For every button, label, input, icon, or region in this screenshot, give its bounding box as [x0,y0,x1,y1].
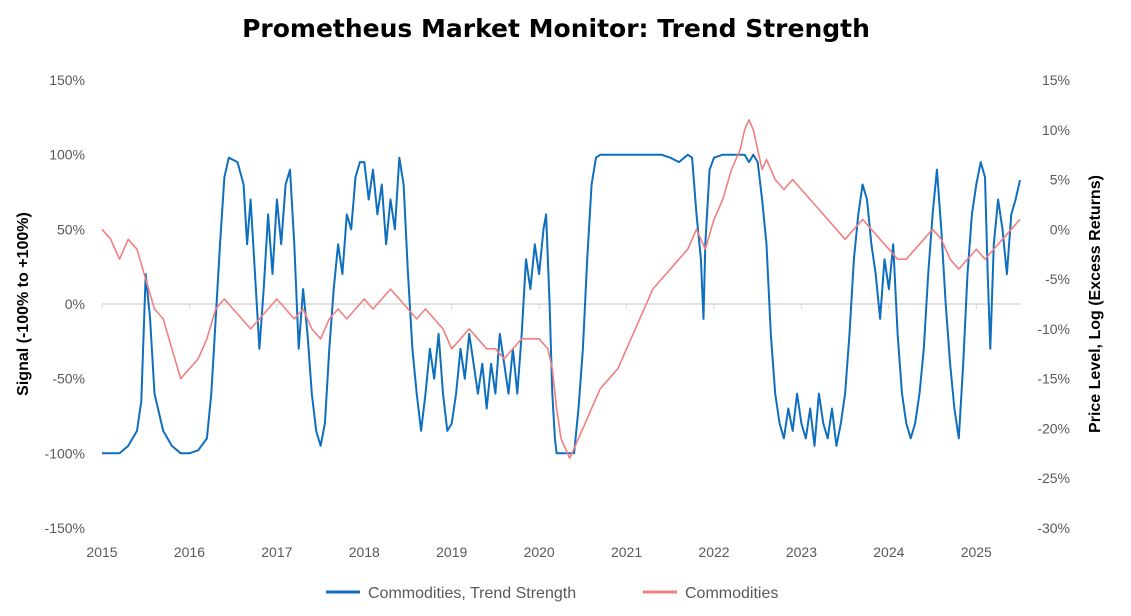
right-axis-title: Price Level, Log (Excess Returns) [1087,175,1104,433]
series-line-commodities [101,119,1021,460]
series-group [101,119,1021,460]
left-tick-label: -50% [52,371,85,387]
x-axis-ticks: 2015 2016 2017 2018 2019 2020 2021 2022 2023 2024… [86,544,992,560]
x-tick-label: 2018 [349,544,380,560]
chart-title: Prometheus Market Monitor: Trend Strengt… [242,14,870,43]
left-tick-label: 150% [49,72,85,88]
legend-label-trend-strength: Commodities, Trend Strength [368,585,576,602]
left-tick-label: 100% [49,147,85,163]
series-line-trend-strength [102,153,1021,455]
x-tick-label: 2024 [873,544,904,560]
x-tick-label: 2015 [86,544,117,560]
right-tick-label: 0% [1050,221,1070,237]
x-tick-label: 2017 [261,544,292,560]
left-tick-label: 50% [57,221,85,237]
right-axis-ticks: -30% -25% -20% -15% -10% -5% 0% 5% 10% 15% [1037,72,1070,536]
right-tick-label: -15% [1037,371,1070,387]
right-tick-label: 10% [1042,122,1070,138]
left-tick-label: -150% [45,520,85,536]
x-tick-label: 2020 [524,544,555,560]
left-tick-label: 0% [65,296,85,312]
right-tick-label: -30% [1037,520,1070,536]
legend-label-commodities: Commodities [685,585,778,602]
zero-line-group [101,303,1020,309]
left-axis-ticks: -150% -100% -50% 0% 50% 100% 150% [45,72,85,536]
x-tick-label: 2025 [961,544,992,560]
left-tick-label: -100% [45,445,85,461]
right-tick-label: 5% [1050,172,1070,188]
left-axis-title: Signal (-100% to +100%) [15,212,32,396]
x-tick-label: 2016 [174,544,205,560]
right-tick-label: -5% [1045,271,1070,287]
x-tick-label: 2023 [786,544,817,560]
x-tick-label: 2019 [436,544,467,560]
right-tick-label: -25% [1037,470,1070,486]
legend: Commodities, Trend Strength Commodities [326,585,778,602]
x-tick-label: 2022 [698,544,729,560]
right-tick-label: -10% [1037,321,1070,337]
right-tick-label: 15% [1042,72,1070,88]
x-tick-label: 2021 [611,544,642,560]
right-tick-label: -20% [1037,420,1070,436]
